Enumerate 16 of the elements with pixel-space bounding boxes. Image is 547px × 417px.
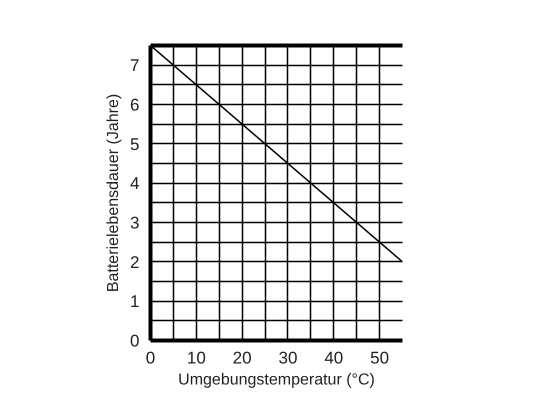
x-axis-title: Umgebungstemperatur (°C): [178, 372, 375, 388]
y-axis-title: Batterielebensdauer (Jahre): [105, 94, 122, 292]
x-tick-label: 30: [278, 348, 298, 368]
y-tick-label: 7: [130, 56, 140, 76]
x-tick-label: 20: [232, 348, 252, 368]
x-tick-label: 0: [146, 348, 156, 368]
y-tick-label: 5: [130, 134, 140, 154]
x-tick-label: 10: [186, 348, 206, 368]
y-tick-label: 6: [130, 96, 140, 114]
x-tick-label: 40: [324, 348, 344, 368]
y-tick-label: 3: [130, 214, 140, 232]
y-tick-label: 4: [130, 174, 140, 194]
y-tick-label: 2: [130, 252, 140, 272]
y-tick-label: 0: [130, 332, 140, 350]
x-tick-label: 50: [370, 348, 390, 368]
y-tick-label: 1: [130, 292, 140, 312]
